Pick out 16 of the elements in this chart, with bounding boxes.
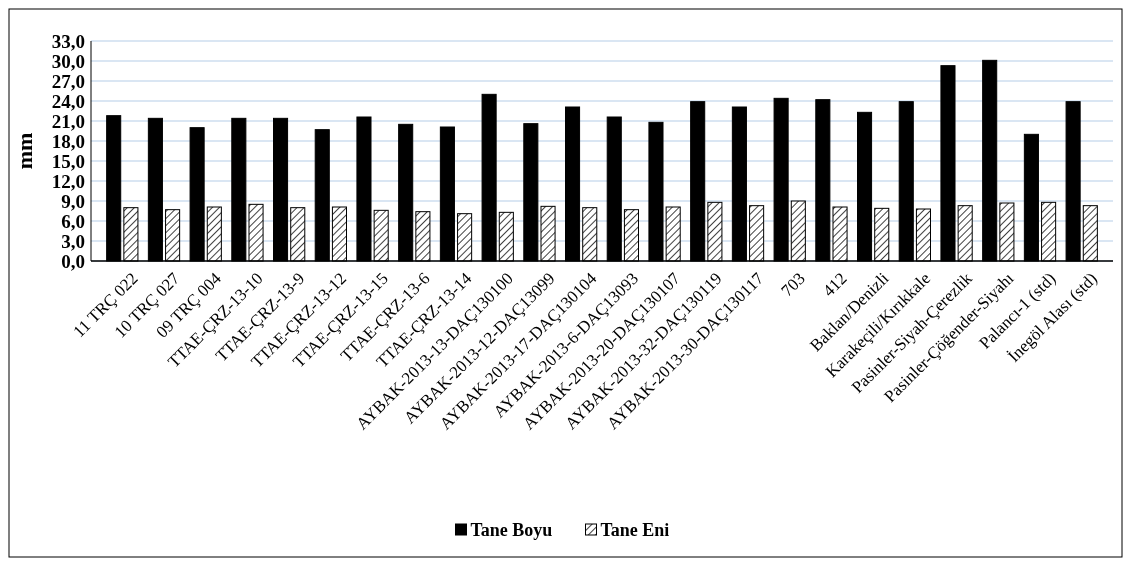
y-tick-label: 9,0	[61, 190, 85, 212]
y-tick-label: 12,0	[51, 170, 85, 192]
y-tick-label: 30,0	[51, 50, 85, 72]
y-tick-label: 18,0	[51, 130, 85, 152]
y-tick-label: 0,0	[61, 250, 85, 272]
legend-label: Tane Boyu	[470, 520, 553, 541]
y-tick-label: 21,0	[51, 110, 85, 132]
y-tick-label: 24,0	[51, 90, 85, 112]
y-tick-label: 27,0	[51, 70, 85, 92]
y-axis-title: mm	[12, 132, 37, 170]
y-tick-label: 15,0	[51, 150, 85, 172]
y-tick-label: 3,0	[61, 230, 85, 252]
y-tick-label: 6,0	[61, 210, 85, 232]
x-tick-label: 703	[777, 268, 809, 301]
legend-label: Tane Eni	[600, 520, 670, 541]
y-tick-label: 33,0	[51, 30, 85, 52]
